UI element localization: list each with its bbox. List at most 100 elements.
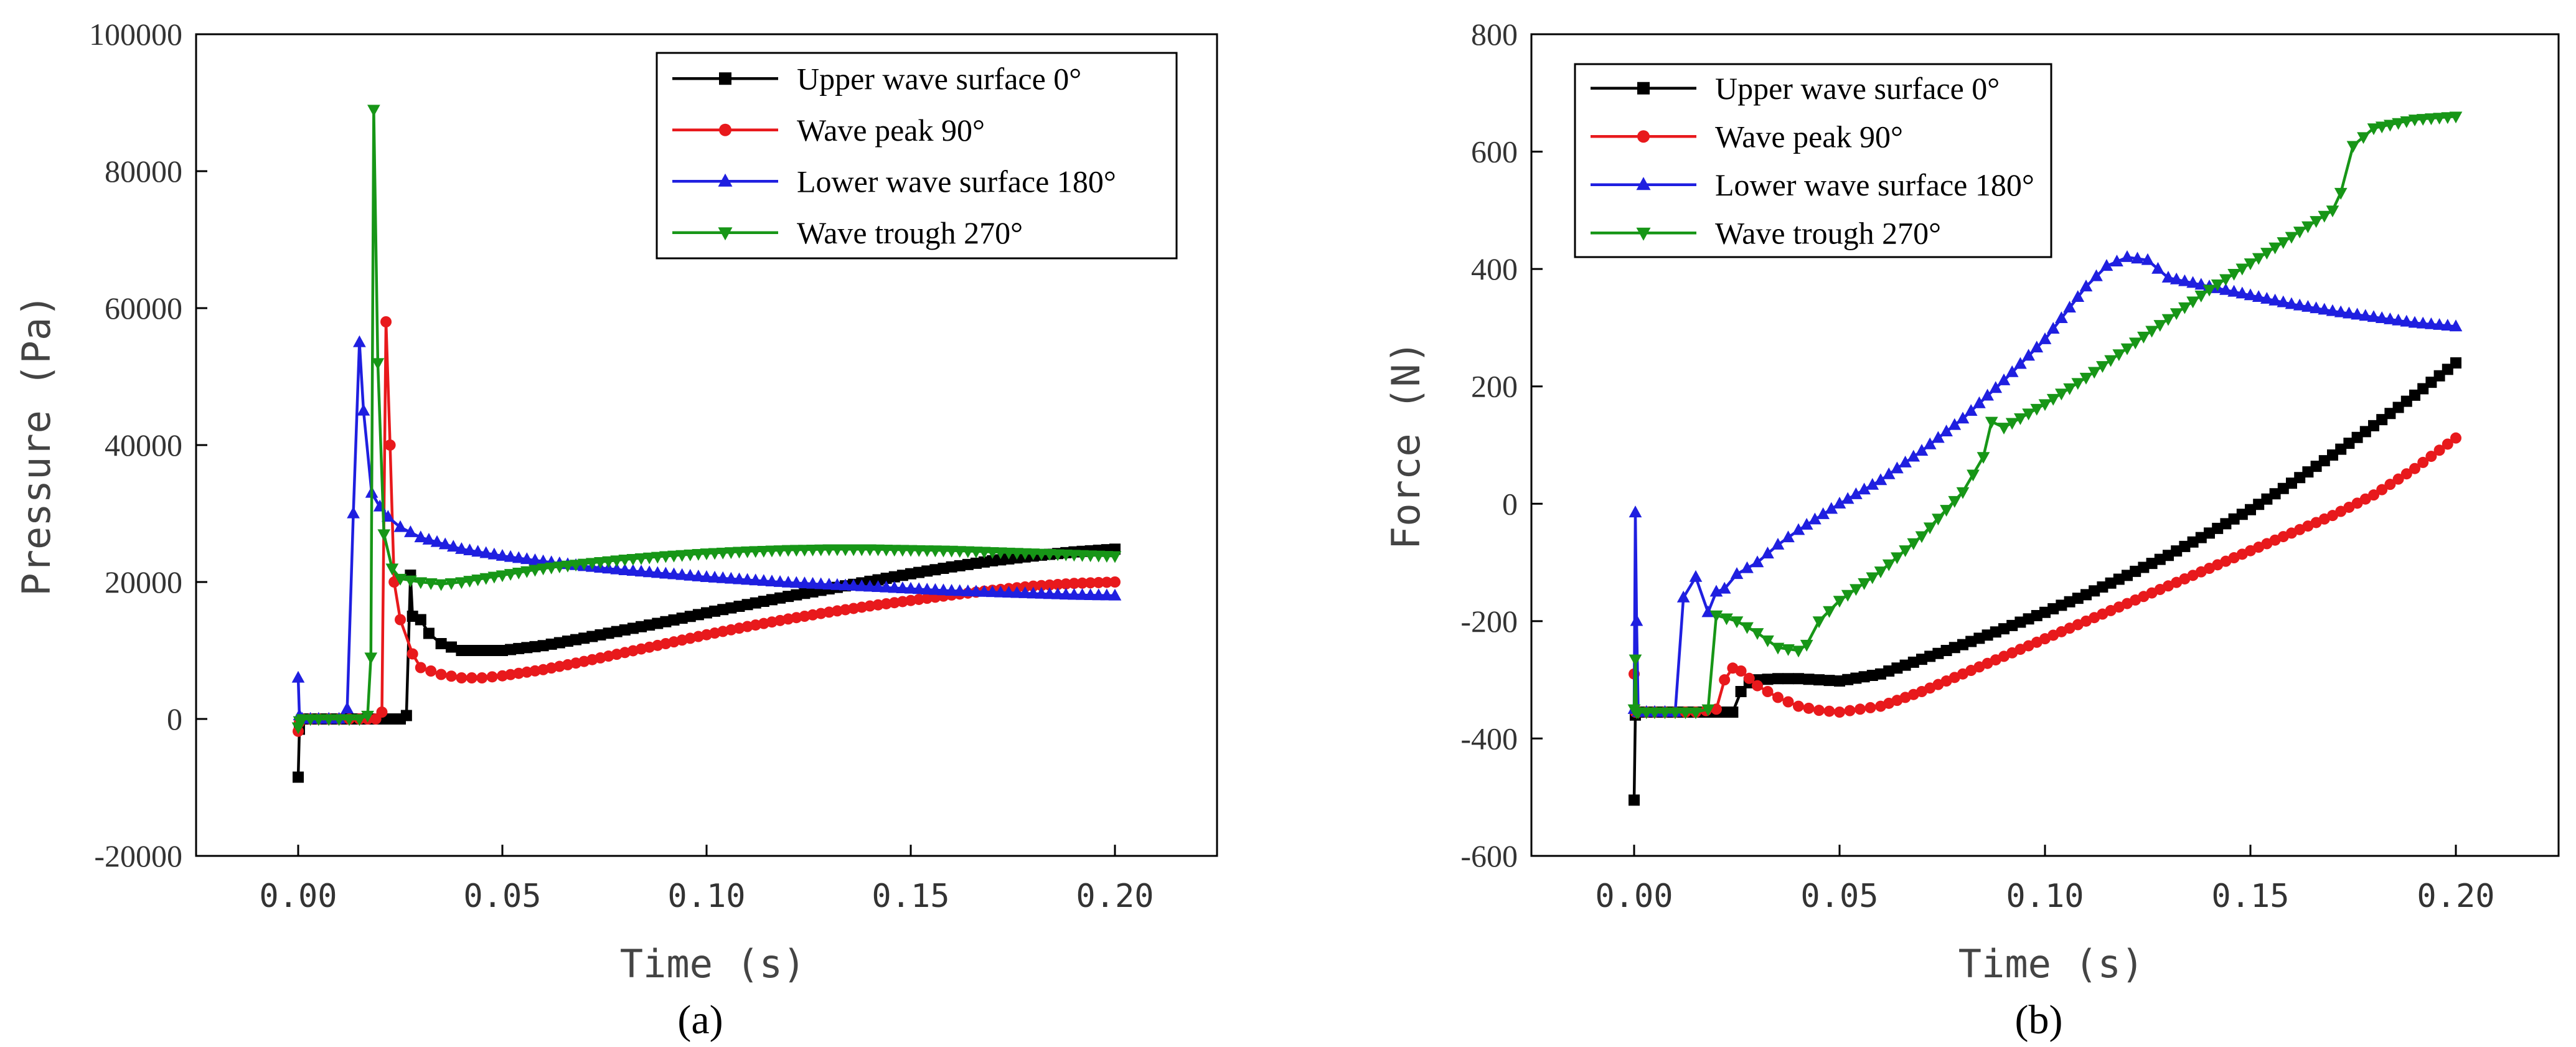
data-point bbox=[364, 652, 378, 665]
data-point bbox=[1743, 672, 1755, 684]
y-axis-a: -20000 0 20000 40000 60000 80000 100000 bbox=[89, 17, 207, 873]
data-point bbox=[1981, 388, 1994, 401]
data-point bbox=[1076, 588, 1089, 600]
series-a-3 bbox=[291, 105, 1122, 735]
data-point bbox=[1701, 605, 1715, 617]
data-point bbox=[471, 574, 484, 586]
data-point bbox=[839, 544, 852, 556]
x-tick-label: 0.00 bbox=[259, 878, 337, 915]
data-point bbox=[1825, 502, 1838, 514]
data-point bbox=[1792, 523, 1805, 535]
data-point bbox=[2367, 123, 2381, 136]
data-point bbox=[1866, 572, 1879, 585]
data-point bbox=[708, 570, 722, 583]
legend-marker bbox=[719, 123, 731, 136]
legend-label: Lower wave surface 180° bbox=[1715, 167, 2034, 202]
data-point bbox=[749, 573, 763, 586]
data-point bbox=[2186, 276, 2199, 288]
data-point bbox=[2441, 112, 2455, 124]
data-point bbox=[529, 565, 542, 577]
data-point bbox=[1010, 586, 1023, 598]
data-point bbox=[888, 581, 901, 593]
data-point bbox=[1834, 707, 1845, 718]
data-point bbox=[741, 546, 754, 558]
data-point bbox=[2392, 473, 2404, 485]
data-point bbox=[2022, 408, 2035, 421]
data-point bbox=[2120, 250, 2134, 262]
y-tick-label: 40000 bbox=[105, 428, 182, 462]
data-point bbox=[585, 558, 599, 570]
data-point bbox=[634, 565, 648, 577]
data-point bbox=[2310, 301, 2323, 314]
data-point bbox=[2318, 210, 2331, 223]
data-point bbox=[1108, 551, 1122, 563]
data-point bbox=[1689, 707, 1703, 720]
data-point bbox=[2449, 319, 2463, 332]
data-point bbox=[2071, 378, 2085, 390]
data-point bbox=[1882, 559, 1896, 571]
data-point bbox=[969, 585, 983, 597]
data-point bbox=[904, 581, 918, 594]
y-tick-label: -200 bbox=[1460, 604, 1518, 639]
data-point bbox=[1782, 644, 1795, 656]
data-point bbox=[422, 532, 436, 545]
data-point bbox=[2416, 316, 2430, 329]
data-point bbox=[896, 545, 910, 557]
data-point bbox=[1018, 586, 1032, 598]
data-point bbox=[2252, 253, 2265, 265]
data-point bbox=[1956, 487, 1970, 499]
data-point bbox=[377, 529, 391, 542]
x-tick-label: 0.20 bbox=[2417, 878, 2494, 915]
data-point bbox=[773, 545, 787, 557]
data-point bbox=[659, 551, 672, 563]
data-point bbox=[1915, 531, 1929, 543]
data-point bbox=[1084, 588, 1097, 600]
data-point bbox=[610, 562, 624, 575]
data-point bbox=[476, 672, 488, 683]
data-point bbox=[741, 573, 754, 585]
data-point bbox=[937, 583, 950, 596]
data-point bbox=[2392, 313, 2405, 326]
data-point bbox=[456, 672, 468, 683]
data-point bbox=[296, 714, 309, 726]
data-point bbox=[293, 771, 304, 783]
data-point bbox=[2417, 456, 2429, 468]
data-point bbox=[520, 552, 534, 565]
data-point bbox=[2400, 116, 2414, 128]
data-point bbox=[830, 578, 844, 590]
data-point bbox=[407, 648, 418, 660]
data-point bbox=[725, 571, 738, 584]
data-point bbox=[675, 568, 689, 580]
data-point bbox=[1043, 587, 1056, 599]
data-point bbox=[1864, 702, 1876, 713]
data-point bbox=[1108, 588, 1122, 601]
x-tick-label: 0.20 bbox=[1076, 878, 1154, 915]
data-point bbox=[1792, 646, 1805, 658]
data-point bbox=[2357, 132, 2370, 144]
data-point bbox=[2334, 187, 2348, 200]
data-point bbox=[757, 574, 771, 586]
data-point bbox=[789, 576, 803, 588]
data-point bbox=[977, 585, 991, 597]
data-point bbox=[1632, 707, 1645, 720]
data-point bbox=[430, 535, 444, 547]
data-point bbox=[1882, 467, 1896, 479]
data-point bbox=[438, 537, 452, 550]
data-point bbox=[2367, 310, 2381, 322]
data-point bbox=[291, 722, 305, 735]
data-point bbox=[1035, 580, 1047, 591]
data-point bbox=[1803, 674, 1815, 685]
data-point bbox=[1923, 522, 1937, 535]
data-point bbox=[496, 570, 509, 583]
y-tick-label: 200 bbox=[1471, 369, 1518, 404]
data-point bbox=[716, 547, 730, 560]
series-b-1 bbox=[1629, 432, 2461, 718]
data-point bbox=[2375, 311, 2389, 323]
data-point bbox=[692, 569, 705, 581]
series-line bbox=[1632, 436, 2457, 714]
data-point bbox=[2343, 306, 2356, 319]
data-point bbox=[1076, 577, 1088, 589]
y-tick-label: 80000 bbox=[105, 154, 182, 189]
data-point bbox=[1985, 416, 1998, 429]
legend-label: Upper wave surface 0° bbox=[1715, 71, 2000, 106]
